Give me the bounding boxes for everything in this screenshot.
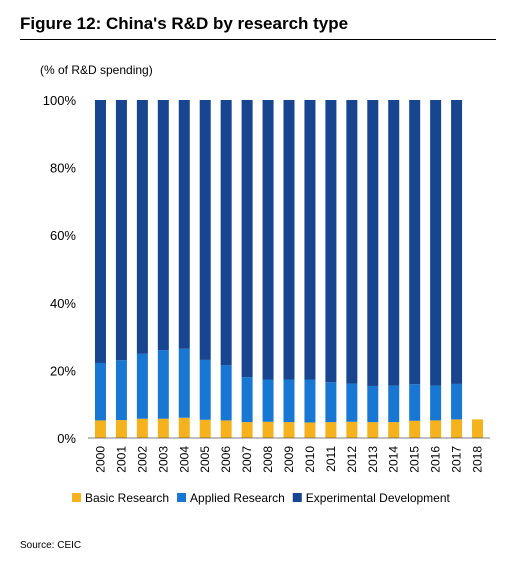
y-tick-label: 100% bbox=[43, 93, 77, 108]
bar-segment bbox=[199, 359, 211, 420]
x-tick-label: 2017 bbox=[450, 446, 464, 473]
x-tick-label: 2006 bbox=[219, 446, 233, 473]
y-tick-label: 20% bbox=[50, 363, 76, 378]
bar-segment bbox=[388, 100, 400, 386]
bar-segment bbox=[388, 385, 400, 423]
x-tick-label: 2015 bbox=[408, 446, 422, 473]
legend-swatch bbox=[292, 493, 302, 502]
bar-segment bbox=[325, 382, 337, 423]
legend-swatch bbox=[72, 493, 81, 502]
bar-segment bbox=[199, 419, 211, 438]
y-tick-label: 80% bbox=[50, 161, 76, 176]
bar-segment bbox=[115, 100, 127, 361]
bar-segment bbox=[451, 419, 463, 438]
x-tick-label: 2002 bbox=[135, 446, 149, 473]
legend-swatch bbox=[177, 493, 187, 502]
bar-segment bbox=[346, 100, 358, 384]
bar-segment bbox=[262, 421, 274, 438]
x-tick-label: 2005 bbox=[198, 446, 212, 473]
bar-segment bbox=[136, 353, 148, 419]
bar-segment bbox=[430, 420, 442, 438]
bar-segment bbox=[94, 420, 106, 438]
bar-segment bbox=[430, 100, 442, 386]
bar-segment bbox=[283, 379, 295, 423]
x-tick-label: 2013 bbox=[366, 446, 380, 473]
bar-segment bbox=[451, 100, 463, 384]
bar-segment bbox=[136, 418, 148, 438]
bar-segment bbox=[262, 379, 274, 422]
y-tick-label: 0% bbox=[57, 431, 76, 446]
bar-segment bbox=[94, 100, 106, 363]
bar-segment bbox=[283, 422, 295, 438]
bar-segment bbox=[262, 100, 274, 380]
bar-segment bbox=[325, 422, 337, 438]
y-axis-unit-label: (% of R&D spending) bbox=[40, 63, 153, 77]
bar-segment bbox=[220, 100, 232, 366]
x-tick-label: 2009 bbox=[282, 446, 296, 473]
bar-segment bbox=[178, 417, 190, 438]
x-tick-label: 2018 bbox=[471, 446, 485, 473]
bar-segment bbox=[241, 422, 253, 438]
x-tick-label: 2007 bbox=[240, 446, 254, 473]
bar-segment bbox=[388, 422, 400, 438]
bar-segment bbox=[451, 383, 463, 420]
bar-segment bbox=[430, 385, 442, 421]
bar-segment bbox=[136, 100, 148, 354]
bar-segment bbox=[178, 100, 190, 349]
legend-label: Basic Research bbox=[85, 491, 169, 505]
bar-segment bbox=[178, 348, 190, 418]
bars bbox=[94, 100, 484, 438]
x-tick-label: 2008 bbox=[261, 446, 275, 473]
bar-segment bbox=[241, 377, 253, 423]
legend-label: Applied Research bbox=[190, 491, 285, 505]
source-note: Source: CEIC bbox=[20, 540, 82, 551]
legend-label: Experimental Development bbox=[306, 491, 451, 505]
bar-segment bbox=[199, 100, 211, 360]
bar-segment bbox=[367, 422, 379, 438]
bar-segment bbox=[409, 100, 421, 385]
bar-segment bbox=[157, 418, 169, 438]
bar-segment bbox=[367, 385, 379, 423]
bar-segment bbox=[367, 100, 379, 386]
x-tick-label: 2016 bbox=[429, 446, 443, 473]
bar-segment bbox=[346, 383, 358, 422]
bar-segment bbox=[241, 100, 253, 378]
bar-segment bbox=[283, 100, 295, 380]
x-tick-label: 2001 bbox=[114, 446, 128, 473]
bar-segment bbox=[220, 420, 232, 438]
bar-segment bbox=[94, 362, 106, 421]
x-tick-label: 2012 bbox=[345, 446, 359, 473]
bar-segment bbox=[157, 100, 169, 351]
x-tick-label: 2000 bbox=[93, 446, 107, 473]
bar-segment bbox=[472, 419, 484, 438]
x-tick-label: 2003 bbox=[156, 446, 170, 473]
y-axis-ticks: 0% 20% 40% 60% 80% 100% bbox=[43, 93, 77, 446]
x-tick-label: 2004 bbox=[177, 446, 191, 473]
bar-segment bbox=[220, 365, 232, 421]
bar-segment bbox=[409, 420, 421, 438]
bar-segment bbox=[157, 350, 169, 419]
chart-title: Figure 12: China's R&D by research type bbox=[20, 14, 349, 33]
legend: Basic Research Applied Research Experiment… bbox=[72, 491, 451, 505]
bar-segment bbox=[325, 100, 337, 383]
bar-segment bbox=[409, 384, 421, 421]
bar-segment bbox=[115, 420, 127, 438]
x-tick-label: 2010 bbox=[303, 446, 317, 473]
y-tick-label: 60% bbox=[50, 228, 76, 243]
bar-segment bbox=[115, 360, 127, 421]
bar-segment bbox=[304, 422, 316, 438]
bar-segment bbox=[304, 379, 316, 423]
x-tick-label: 2011 bbox=[324, 446, 338, 472]
bar-segment bbox=[346, 421, 358, 438]
title-divider bbox=[20, 39, 496, 40]
y-tick-label: 40% bbox=[50, 296, 76, 311]
bar-segment bbox=[304, 100, 316, 380]
x-axis-ticks: 2000 2001 2002 2003 2004 2005 2006 2007 2008 2009… bbox=[93, 446, 484, 473]
x-tick-label: 2014 bbox=[387, 446, 401, 473]
